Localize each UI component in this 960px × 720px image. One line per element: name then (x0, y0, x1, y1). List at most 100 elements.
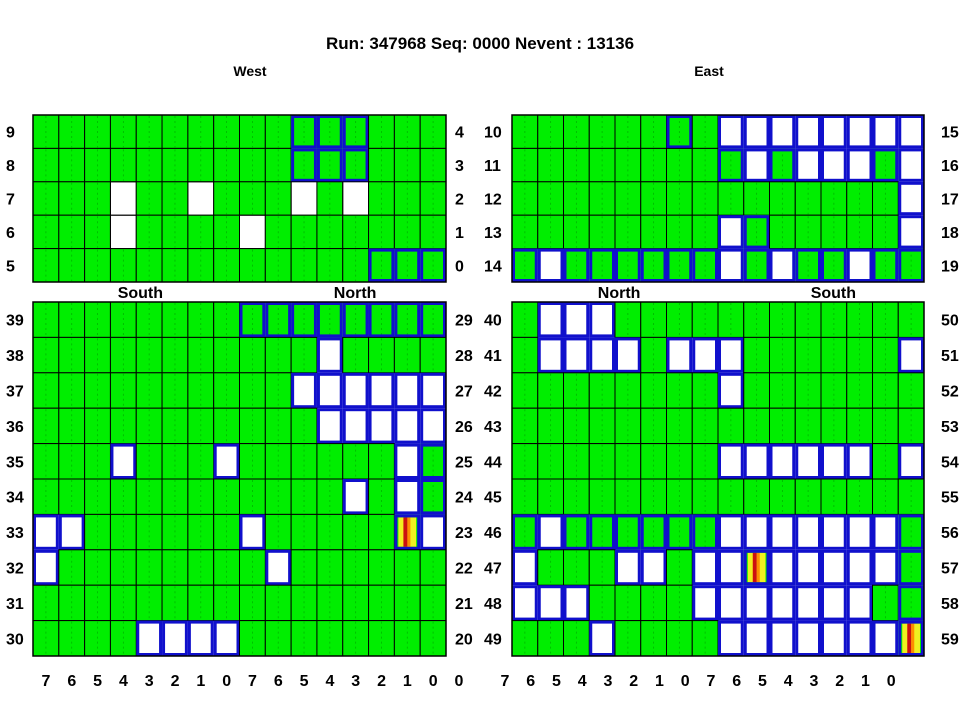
module-cell (846, 115, 873, 149)
module-cell (32, 114, 60, 149)
module-cell (511, 407, 539, 445)
flagged-cell (874, 516, 897, 548)
module-cell (109, 372, 137, 409)
module-cell (691, 443, 719, 480)
flagged-cell (514, 551, 536, 584)
module-cell (84, 478, 111, 515)
module-cell (213, 372, 240, 409)
axis-tick-west: 1 (196, 673, 205, 690)
module-cell (872, 514, 899, 550)
module-cell (588, 372, 616, 409)
section-label: North (598, 285, 641, 302)
flagged-cell-frame (342, 115, 369, 149)
module-cell (394, 514, 421, 550)
row-label-right: 16 (941, 158, 959, 175)
flagged-cell-frame (640, 248, 667, 283)
module-cell (187, 114, 215, 149)
axis-tick-west: 0 (429, 673, 438, 690)
module-cell (291, 148, 317, 182)
flagged-cell-frame (769, 585, 796, 621)
module-cell (393, 181, 421, 216)
flagged-cell (565, 587, 588, 619)
module-cell (32, 336, 60, 374)
module-cell (291, 372, 317, 409)
module-cell (161, 372, 189, 409)
module-cell (898, 248, 924, 283)
flagged-cell (422, 374, 444, 407)
module-cell (640, 301, 667, 338)
flagged-cell (241, 516, 264, 548)
module-cell (588, 147, 616, 183)
flagged-cell-frame (239, 302, 266, 338)
flagged-cell (900, 183, 922, 214)
module-cell (615, 248, 641, 283)
panel-frame (32, 301, 447, 657)
flagged-cell-frame (898, 337, 924, 373)
module-cell (187, 478, 215, 515)
module-cell (84, 549, 111, 586)
flagged-cell (745, 622, 768, 654)
module-cell (239, 336, 266, 374)
flagged-cell-frame (563, 302, 590, 338)
module-cell (537, 337, 564, 373)
module-cell (691, 301, 719, 338)
flagged-cell-frame (821, 248, 847, 283)
module-cell (187, 372, 215, 409)
module-cell (691, 181, 719, 216)
module-cell (691, 214, 719, 250)
flagged-cell (900, 339, 922, 371)
module-cell (290, 584, 318, 622)
flagged-cell (35, 551, 57, 584)
row-label-right: 23 (455, 525, 473, 542)
flagged-cell-frame (239, 514, 266, 550)
panel-frame (511, 114, 925, 283)
flagged-cell-frame (718, 443, 744, 480)
flagged-cell (267, 551, 290, 584)
module-cell (588, 549, 616, 586)
axis-tick-east: 0 (887, 673, 896, 690)
module-cell (162, 620, 188, 656)
module-cell (614, 584, 642, 622)
module-cell (239, 478, 266, 515)
axis-tick-west: 6 (274, 673, 283, 690)
module-cell (342, 513, 370, 551)
module-cell (342, 443, 370, 480)
module-cell (342, 214, 370, 250)
module-cell (563, 620, 590, 657)
module-cell (769, 214, 796, 250)
module-cell (84, 114, 111, 149)
flagged-cell (514, 587, 536, 619)
flagged-cell-frame (898, 181, 924, 216)
flagged-cell-frame (846, 549, 873, 586)
module-cell (290, 549, 318, 586)
module-cell (161, 301, 189, 338)
module-cell (846, 407, 873, 445)
module-cell (213, 147, 240, 183)
module-cell (743, 215, 770, 249)
row-label-right: 59 (941, 631, 959, 648)
module-cell (109, 114, 137, 149)
flagged-cell-frame (898, 514, 924, 550)
flagged-cell (848, 516, 871, 548)
flagged-cell (771, 587, 794, 619)
section-label: North (334, 285, 377, 302)
row-label-left: 12 (484, 192, 502, 209)
module-cell (135, 214, 163, 250)
module-cell (32, 620, 60, 657)
module-cell (342, 549, 370, 586)
flagged-cell-frame (394, 302, 421, 338)
row-label-right: 3 (455, 158, 464, 175)
module-cell (239, 181, 266, 216)
axis-tick-west: 4 (325, 673, 334, 690)
module-cell (872, 584, 899, 622)
flagged-cell (745, 150, 768, 180)
flagged-cell-frame (769, 514, 796, 550)
flagged-cell-frame (821, 443, 847, 480)
module-cell (316, 443, 344, 480)
flagged-cell-frame (589, 302, 615, 338)
module-cell (589, 620, 615, 656)
module-cell (691, 147, 719, 183)
module-cell (794, 181, 822, 216)
module-cell (135, 407, 163, 445)
module-cell (512, 549, 538, 586)
